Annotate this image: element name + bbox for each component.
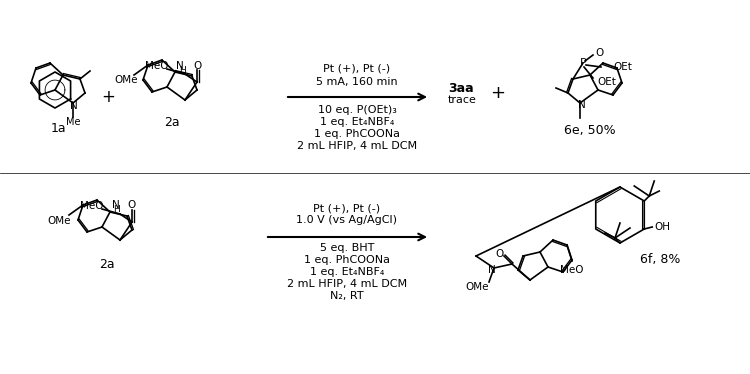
Text: N: N bbox=[112, 200, 120, 210]
Text: 6f, 8%: 6f, 8% bbox=[640, 254, 680, 267]
Text: Pt (+), Pt (-): Pt (+), Pt (-) bbox=[314, 203, 380, 213]
Text: +: + bbox=[490, 84, 506, 102]
Text: O: O bbox=[128, 200, 136, 210]
Text: N: N bbox=[488, 265, 496, 275]
Text: 3aa: 3aa bbox=[448, 82, 474, 95]
Text: 2a: 2a bbox=[164, 116, 180, 129]
Text: OMe: OMe bbox=[114, 75, 138, 85]
Text: 2 mL HFIP, 4 mL DCM: 2 mL HFIP, 4 mL DCM bbox=[297, 141, 417, 151]
Text: 1 eq. PhCOONa: 1 eq. PhCOONa bbox=[304, 255, 390, 265]
Text: 5 mA, 160 min: 5 mA, 160 min bbox=[316, 77, 398, 87]
Text: H: H bbox=[180, 65, 186, 74]
Text: OEt: OEt bbox=[613, 62, 632, 72]
Text: OMe: OMe bbox=[47, 216, 70, 226]
Text: N: N bbox=[176, 61, 184, 71]
Text: MeO: MeO bbox=[560, 265, 584, 275]
Text: O: O bbox=[495, 249, 503, 259]
Text: OMe: OMe bbox=[465, 282, 489, 292]
Text: 2a: 2a bbox=[99, 258, 115, 272]
Text: Pt (+), Pt (-): Pt (+), Pt (-) bbox=[323, 63, 391, 73]
Text: 6e, 50%: 6e, 50% bbox=[564, 123, 616, 137]
Text: 1a: 1a bbox=[50, 122, 66, 135]
Text: 1.0 V (vs Ag/AgCl): 1.0 V (vs Ag/AgCl) bbox=[296, 215, 398, 225]
Text: 1 eq. PhCOONa: 1 eq. PhCOONa bbox=[314, 129, 400, 139]
Text: N₂, RT: N₂, RT bbox=[330, 291, 364, 301]
Text: OH: OH bbox=[654, 222, 670, 232]
Text: MeO: MeO bbox=[146, 61, 169, 71]
Text: H: H bbox=[114, 205, 120, 214]
Text: 10 eq. P(OEt)₃: 10 eq. P(OEt)₃ bbox=[317, 105, 397, 115]
Text: Me: Me bbox=[66, 117, 80, 127]
Text: N: N bbox=[70, 101, 78, 111]
Text: +: + bbox=[101, 88, 115, 106]
Text: MeO: MeO bbox=[80, 201, 104, 211]
Text: 2 mL HFIP, 4 mL DCM: 2 mL HFIP, 4 mL DCM bbox=[287, 279, 407, 289]
Text: N: N bbox=[578, 100, 586, 110]
Text: O: O bbox=[193, 61, 201, 71]
Text: trace: trace bbox=[448, 95, 477, 105]
Text: 5 eq. BHT: 5 eq. BHT bbox=[320, 243, 374, 253]
Text: P: P bbox=[580, 58, 586, 68]
Text: 1 eq. Et₄NBF₄: 1 eq. Et₄NBF₄ bbox=[320, 117, 394, 127]
Text: 1 eq. Et₄NBF₄: 1 eq. Et₄NBF₄ bbox=[310, 267, 384, 277]
Text: O: O bbox=[595, 48, 603, 58]
Text: OEt: OEt bbox=[597, 77, 616, 87]
